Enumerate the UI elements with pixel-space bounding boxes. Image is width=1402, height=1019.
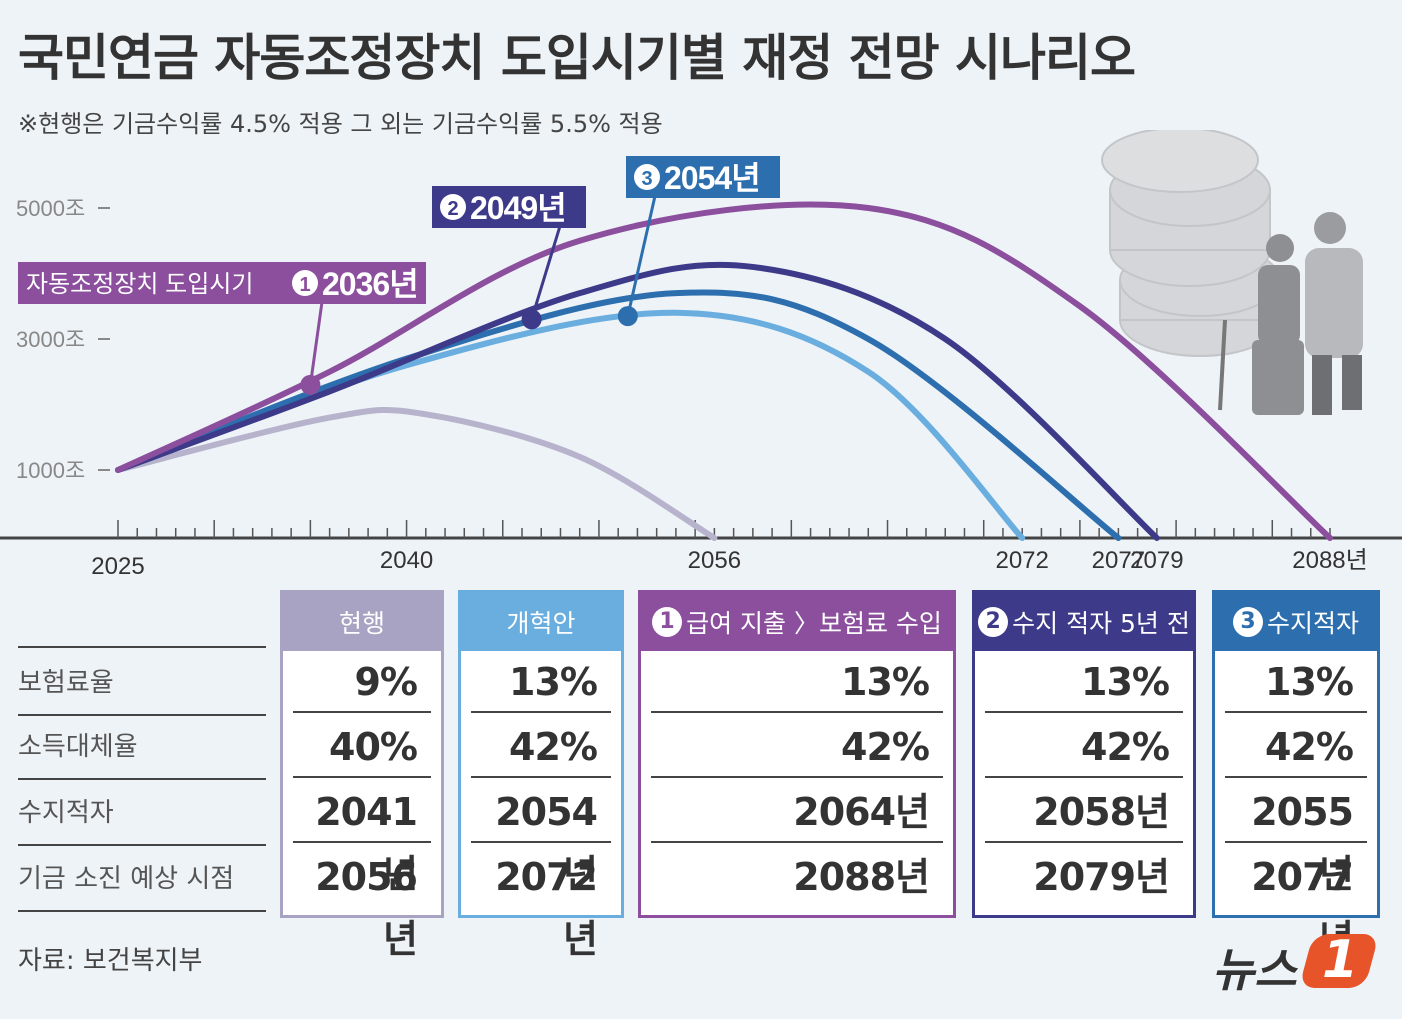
- table-cell: 13%: [1225, 651, 1367, 713]
- table-cell: 2056년: [315, 855, 418, 961]
- callout-dot-1: [300, 374, 321, 395]
- chart-area: 5000조 3000조 1000조 2025 2040 2056 2072 20772079…: [0, 156, 1402, 580]
- x-tick-label: 2077: [1092, 547, 1145, 574]
- x-tick-label: 2025: [91, 553, 144, 580]
- table-cell: 42%: [471, 716, 611, 778]
- y-tick-label: 3000조: [16, 327, 85, 352]
- y-tick-label: 1000조: [16, 458, 85, 483]
- callout-prefix: 자동조정장치 도입시기: [26, 271, 253, 298]
- table-cell: 42%: [985, 716, 1183, 778]
- table-cell: 42%: [651, 716, 943, 778]
- table-cell: 2064년: [651, 781, 943, 843]
- column-header-label: 현행: [338, 609, 385, 638]
- callout-dot-3: [617, 306, 638, 327]
- row-label: 소득대체율: [18, 716, 266, 780]
- column-header: 3 수지적자: [1215, 593, 1377, 651]
- table-column: 개혁안 13% 42% 2054년 2072년: [458, 590, 624, 961]
- series-line-4: [115, 201, 1333, 541]
- source-note: 자료: 보건복지부: [18, 946, 203, 976]
- callout-dot-2: [521, 309, 542, 330]
- column-header: 1 급여 지출 〉보험료 수입: [641, 593, 953, 651]
- column-number: 2: [978, 607, 1009, 637]
- table-cell: 42%: [1225, 716, 1367, 778]
- x-tick-label: 2079: [1130, 547, 1183, 574]
- table-top-line: [18, 646, 266, 648]
- column-number: 1: [652, 607, 683, 637]
- column-header: 2 수지 적자 5년 전: [975, 593, 1193, 651]
- row-label: 보험료율: [18, 652, 266, 716]
- column-header: 개혁안: [461, 593, 621, 651]
- news1-logo: 뉴스 1: [1212, 930, 1382, 997]
- table-column: 현행 9% 40% 2041년 2056년: [280, 590, 444, 961]
- table-cell: 2088년: [793, 855, 930, 899]
- callout-leader-2: [530, 225, 562, 320]
- table-cell: 13%: [985, 651, 1183, 713]
- row-label: 기금 소진 예상 시점: [18, 848, 266, 912]
- callout-num-circle: [634, 164, 660, 190]
- callout-num: 2: [447, 198, 458, 220]
- x-tick-label: 2040: [380, 547, 433, 574]
- table-cell: 40%: [293, 716, 431, 778]
- column-header-label: 수지적자: [1266, 609, 1359, 638]
- y-tick-label: 5000조: [16, 196, 85, 221]
- table-cell: 2054년: [471, 781, 611, 896]
- callout-leader-1: [308, 301, 324, 386]
- series-line-0: [115, 406, 718, 541]
- subtitle: ※현행은 기금수익률 4.5% 적용 그 외는 기금수익률 5.5% 적용: [18, 110, 663, 138]
- series-line-3: [115, 261, 1160, 541]
- callout-year: 2049년: [470, 190, 566, 226]
- logo-mark: 1: [1322, 930, 1359, 990]
- table-cell: 9%: [293, 651, 431, 713]
- callouts: 자동조정장치 도입시기 1 2036년 2 2049년 3 2054년: [18, 156, 780, 395]
- series-line-2: [115, 289, 1122, 541]
- column-number: 3: [1232, 607, 1263, 637]
- page-title: 국민연금 자동조정장치 도입시기별 재정 전망 시나리오: [18, 29, 1136, 87]
- table-cell: 2077년: [1251, 855, 1354, 961]
- table-cell: 13%: [651, 651, 943, 713]
- x-tick-label: 2088년: [1292, 547, 1367, 574]
- column-header-label: 개혁안: [506, 609, 576, 638]
- column-header-label: 급여 지출 〉보험료 수입: [686, 609, 942, 638]
- table-column: 1 급여 지출 〉보험료 수입 13% 42% 2064년 2088년: [638, 590, 956, 918]
- x-tick-label: 2056: [688, 547, 741, 574]
- table-cell: 2041년: [293, 781, 431, 896]
- table-cell: 13%: [471, 651, 611, 713]
- callout-num: 1: [299, 274, 310, 296]
- callout-year: 2054년: [664, 160, 760, 196]
- logo-text: 뉴스: [1212, 943, 1297, 997]
- row-label: 수지적자: [18, 782, 266, 846]
- callout-num-circle: [440, 194, 466, 220]
- coins-and-elderly-illustration: [1101, 130, 1363, 415]
- table-cell: 2079년: [1033, 855, 1170, 899]
- x-tick-label: 2072: [995, 547, 1048, 574]
- column-header-label: 수지 적자 5년 전: [1012, 609, 1190, 638]
- callout-box-1: [18, 262, 426, 304]
- callout-num: 3: [641, 168, 652, 190]
- table-cell: 2055년: [1225, 781, 1367, 896]
- table-cell: 2072년: [495, 855, 598, 961]
- table-cell: 2058년: [985, 781, 1183, 843]
- column-header: 현행: [283, 593, 441, 651]
- callout-num-circle: [292, 270, 318, 296]
- table-column: 2 수지 적자 5년 전 13% 42% 2058년 2079년: [972, 590, 1196, 918]
- y-axis: 5000조 3000조 1000조: [16, 196, 110, 483]
- series-lines: [115, 201, 1333, 541]
- callout-leader-3: [626, 195, 657, 317]
- callout-year: 2036년: [322, 266, 418, 302]
